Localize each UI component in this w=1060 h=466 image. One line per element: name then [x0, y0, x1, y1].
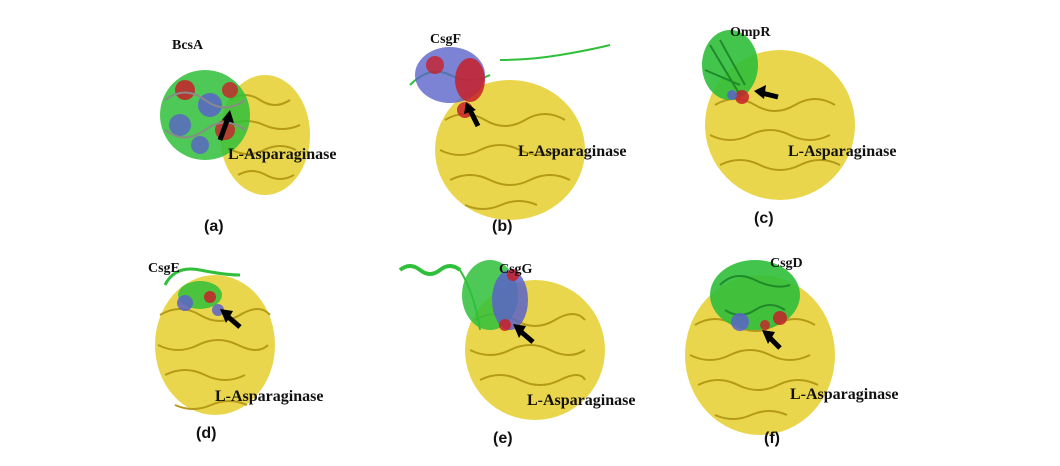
enzyme-label-c: L-Asparaginase	[788, 143, 897, 160]
panel-c-structure	[702, 30, 855, 200]
arrow-head-icon	[220, 309, 233, 323]
partner-structure	[702, 30, 758, 104]
panel-d: CsgE L-Asparaginase (d)	[140, 255, 370, 455]
panel-f: CsgD L-Asparaginase (f)	[680, 250, 930, 460]
arrow-head-icon	[464, 102, 476, 114]
panel-b: CsgF L-Asparaginase (b)	[400, 30, 650, 240]
protein-label-a: BcsA	[172, 38, 204, 53]
arrow-head-icon	[762, 330, 775, 344]
panel-letter-f: (f)	[764, 430, 780, 447]
protein-label-f: CsgD	[770, 256, 803, 271]
panel-e: CsgG L-Asparaginase (e)	[395, 250, 655, 455]
panel-letter-a: (a)	[204, 218, 224, 235]
panel-d-structure	[155, 267, 275, 415]
panel-letter-b: (b)	[492, 218, 513, 235]
arrow-icon	[467, 108, 481, 128]
enzyme-label-a: L-Asparaginase	[228, 146, 337, 163]
partner-structure	[409, 44, 611, 118]
arrow-head-icon	[513, 324, 526, 338]
panel-e-structure	[398, 260, 605, 420]
enzyme-label-d: L-Asparaginase	[215, 388, 324, 405]
panel-a-structure	[160, 70, 310, 195]
arrow-icon	[217, 117, 231, 141]
panel-f-structure	[685, 260, 835, 435]
partner-structure	[398, 260, 528, 331]
panel-c: OmpR L-Asparaginase (c)	[690, 25, 920, 235]
protein-label-d: CsgE	[148, 261, 180, 276]
partner-structure	[160, 70, 250, 160]
enzyme-label-f: L-Asparaginase	[790, 386, 899, 403]
panel-letter-c: (c)	[754, 210, 774, 227]
panel-b-structure	[409, 44, 611, 220]
panel-letter-e: (e)	[493, 430, 513, 447]
partner-structure	[710, 260, 800, 331]
protein-label-b: CsgF	[430, 32, 462, 47]
enzyme-label-e: L-Asparaginase	[527, 392, 636, 409]
protein-label-e: CsgG	[499, 262, 533, 277]
panel-a: BcsA L-Asparaginase (a)	[150, 30, 350, 240]
panel-letter-d: (d)	[196, 425, 217, 442]
arrow-head-icon	[222, 110, 234, 123]
arrow-head-icon	[754, 85, 766, 99]
partner-structure	[163, 267, 241, 316]
enzyme-label-b: L-Asparaginase	[518, 143, 627, 160]
protein-label-c: OmpR	[730, 25, 771, 40]
